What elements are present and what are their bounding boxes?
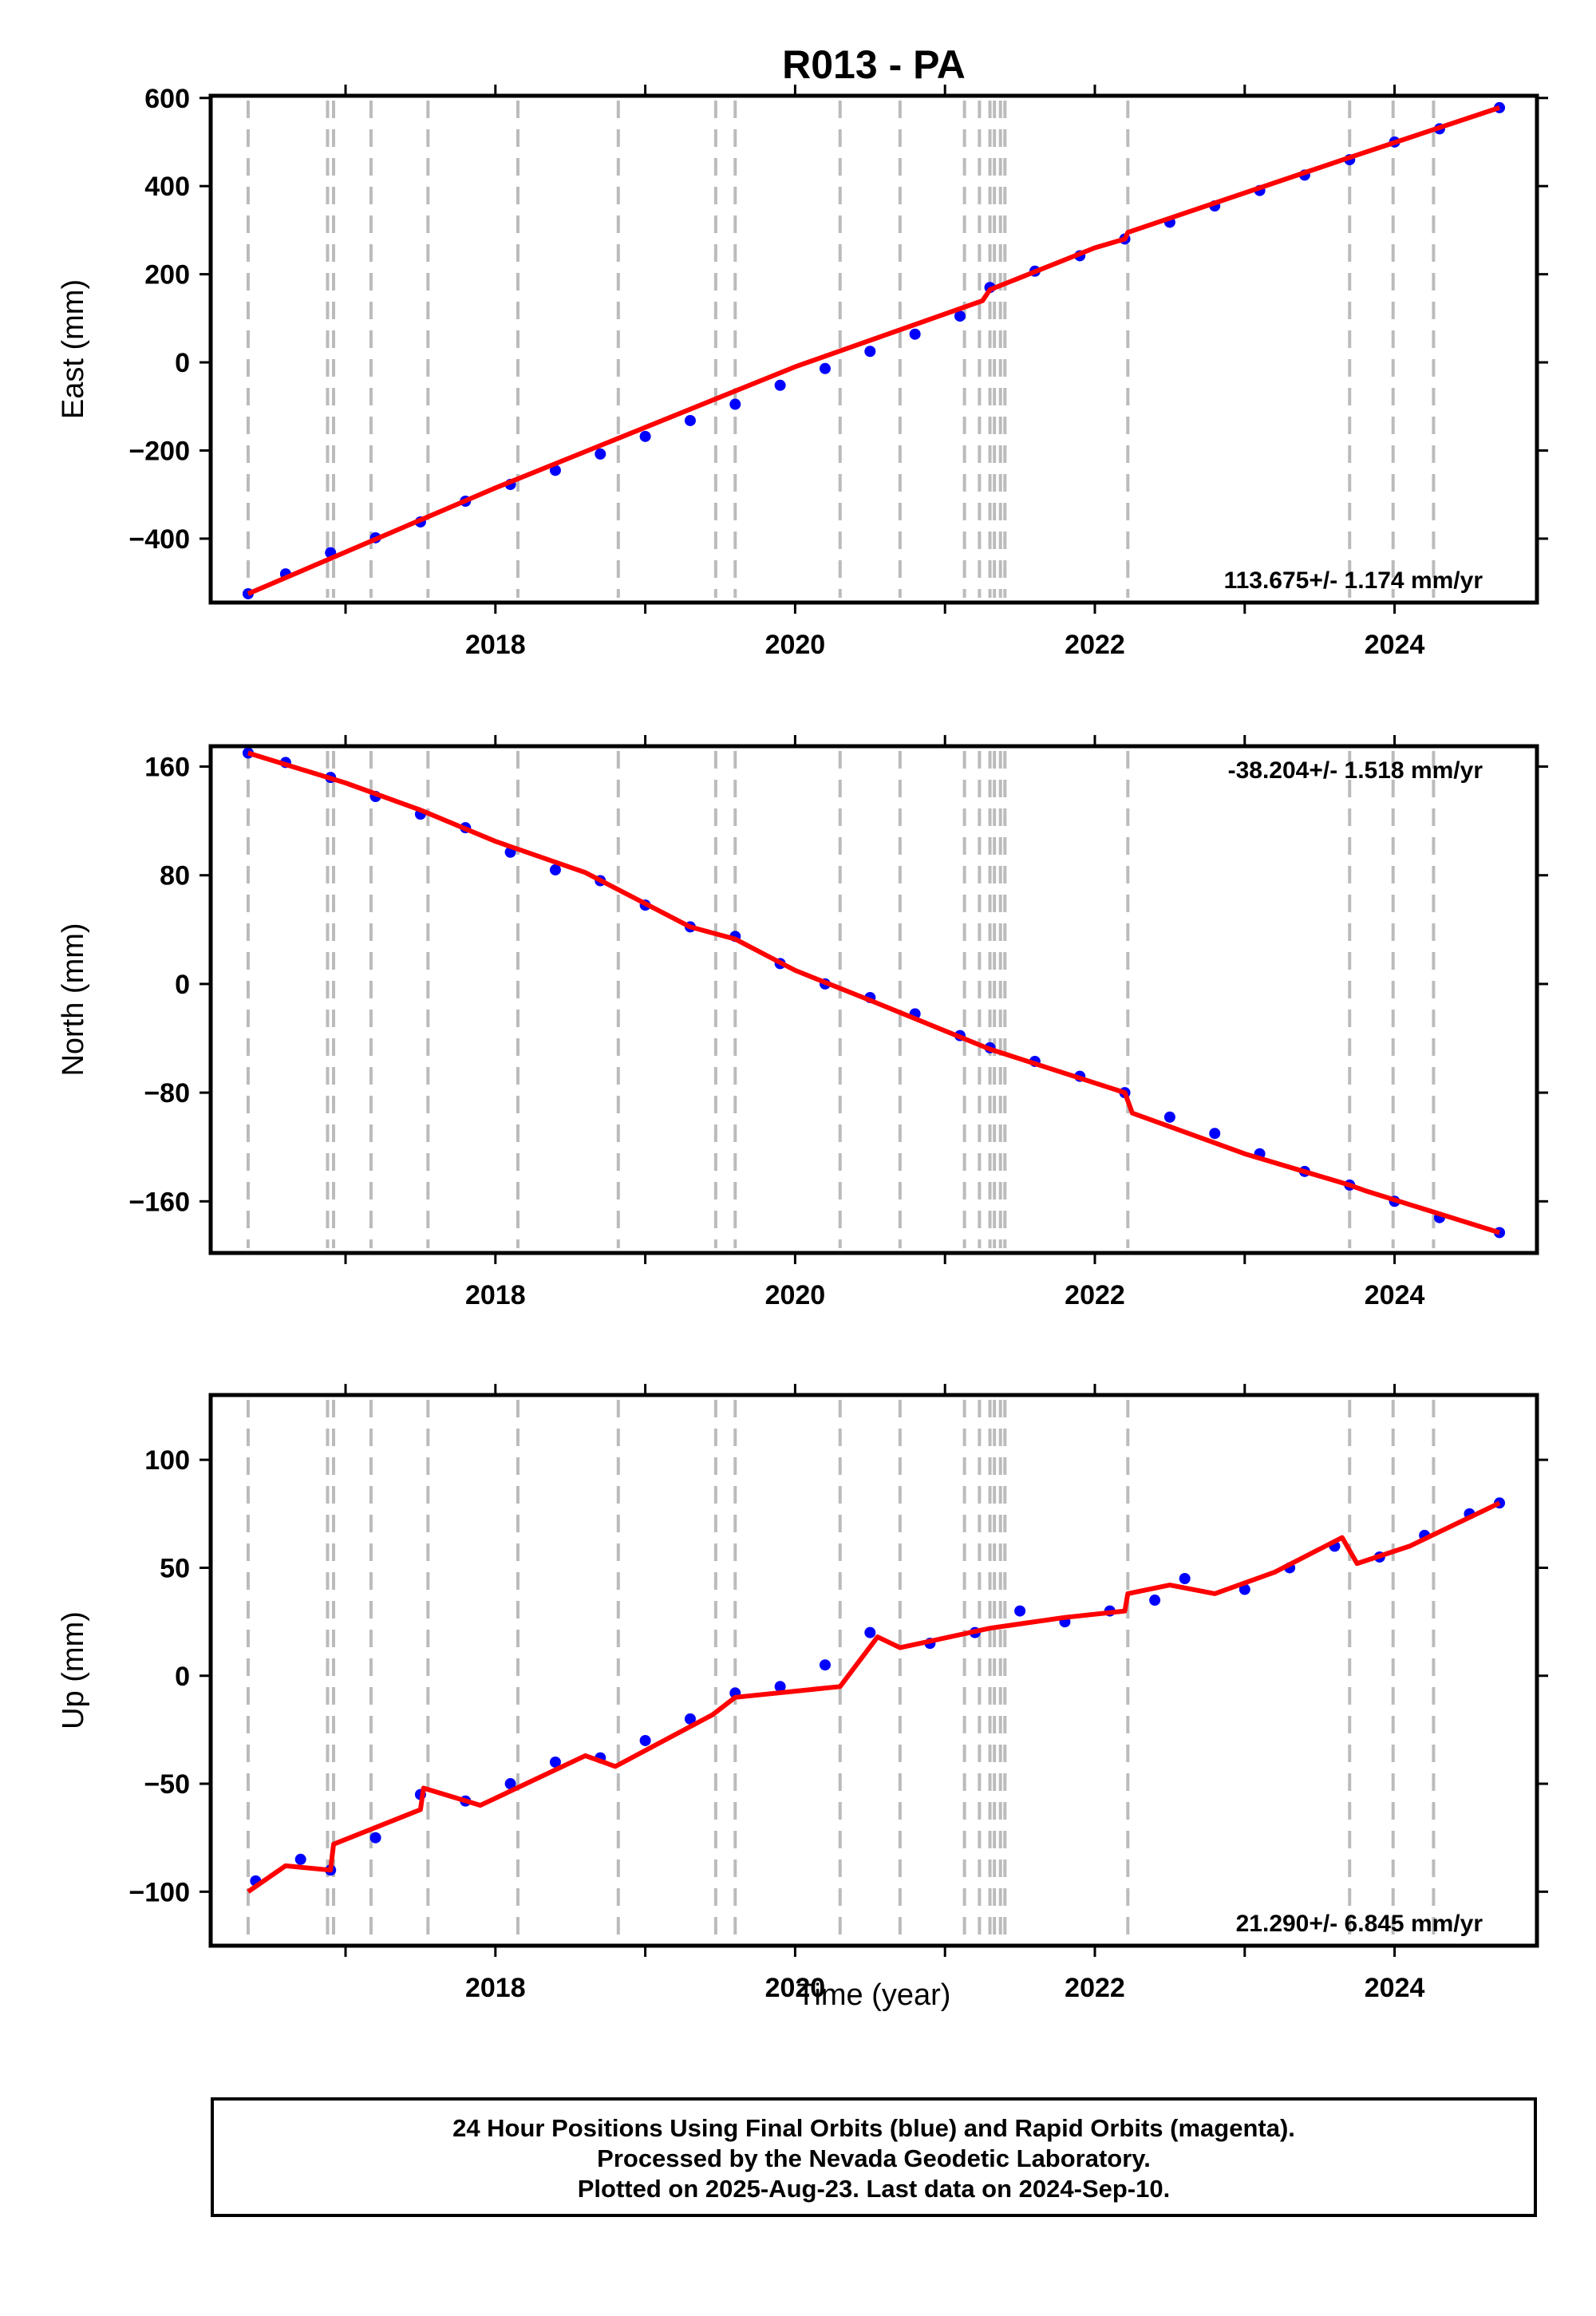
x-axis-label: Time (year) [797, 1978, 951, 2012]
footer-line-1: 24 Hour Positions Using Final Orbits (bl… [452, 2114, 1295, 2142]
east-data-point [864, 346, 876, 358]
east-y-tick-label: 600 [144, 84, 190, 114]
east-data-point [684, 414, 696, 426]
up-data-point [369, 1832, 381, 1844]
north-panel: −160 −80 0 80 160 2018 2020 2022 2024 North (mm) -… [57, 735, 1548, 1310]
east-y-tick-label: 400 [144, 172, 190, 202]
east-data-point [819, 362, 831, 374]
up-data-point [1179, 1573, 1191, 1584]
east-x-tick-label: 2024 [1365, 630, 1425, 660]
east-panel: −400 −200 0 200 400 600 2018 2020 2022 2024 East (… [57, 84, 1548, 660]
north-data-point [1163, 1111, 1175, 1123]
up-plot-frame [208, 1393, 1539, 1948]
up-data-point [819, 1659, 831, 1671]
up-y-tick-label: 0 [175, 1662, 190, 1692]
east-x-tick-label: 2020 [765, 630, 826, 660]
east-data-point [639, 430, 651, 442]
up-y-tick-label: 50 [160, 1553, 190, 1583]
east-x-tick-label: 2018 [465, 630, 526, 660]
east-data-point [729, 398, 741, 410]
north-y-tick-label: −160 [128, 1187, 190, 1217]
east-model-line [247, 105, 1501, 596]
up-x-tick-label: 2018 [465, 1973, 526, 2003]
up-data-point [684, 1713, 696, 1725]
up-model-line [247, 1500, 1501, 1894]
east-data-point [549, 464, 561, 476]
north-y-tick-label: 0 [175, 970, 190, 1000]
east-y-tick-label: −400 [128, 524, 190, 555]
north-y-tick-label: 160 [144, 753, 190, 783]
footer-box: 24 Hour Positions Using Final Orbits (bl… [211, 2097, 1537, 2217]
up-data-point [294, 1853, 306, 1865]
east-data-point [909, 328, 921, 340]
north-y-axis-label: North (mm) [57, 923, 90, 1076]
up-data-point [864, 1626, 876, 1638]
up-data-point [1014, 1605, 1026, 1617]
north-x-tick-label: 2020 [765, 1280, 826, 1310]
east-x-tick-label: 2022 [1065, 630, 1125, 660]
chart-title: R013 - PA [782, 42, 966, 87]
north-y-tick-label: 80 [160, 861, 190, 891]
east-plot-frame [208, 93, 1539, 605]
up-x-tick-label: 2020 [765, 1973, 826, 2003]
up-data-point [1238, 1583, 1250, 1595]
up-data-point [549, 1757, 561, 1768]
up-data-point [1149, 1595, 1161, 1607]
north-x-tick-label: 2024 [1365, 1280, 1425, 1310]
up-data-point [639, 1734, 651, 1746]
north-plot-frame [208, 744, 1539, 1255]
up-panel: −100 −50 0 50 100 2018 2020 2022 2024 Up (mm) 21.2… [57, 1384, 1548, 2003]
up-y-axis-label: Up (mm) [57, 1611, 90, 1729]
east-y-tick-label: −200 [128, 437, 190, 467]
north-data-point [1209, 1128, 1221, 1140]
up-y-tick-label: −50 [144, 1769, 190, 1800]
east-y-tick-label: 200 [144, 260, 190, 290]
north-model-line [247, 750, 1500, 1235]
east-y-tick-label: 0 [175, 348, 190, 378]
north-x-tick-label: 2022 [1065, 1280, 1125, 1310]
east-data-point [595, 448, 606, 460]
east-y-axis-label: East (mm) [57, 279, 90, 419]
north-rate-label: -38.204+/- 1.518 mm/yr [1228, 757, 1483, 784]
east-data-point [774, 379, 786, 391]
footer-line-2: Processed by the Nevada Geodetic Laborat… [597, 2144, 1151, 2172]
up-x-tick-label: 2024 [1365, 1973, 1425, 2003]
up-rate-label: 21.290+/- 6.845 mm/yr [1236, 1911, 1483, 1937]
up-x-tick-label: 2022 [1065, 1973, 1125, 2003]
north-x-tick-label: 2018 [465, 1280, 526, 1310]
footer-line-3: Plotted on 2025-Aug-23. Last data on 202… [577, 2175, 1171, 2203]
east-data-point [954, 310, 966, 322]
up-data-point [774, 1681, 786, 1693]
east-rate-label: 113.675+/- 1.174 mm/yr [1224, 567, 1483, 594]
up-y-tick-label: 100 [144, 1445, 190, 1476]
up-y-tick-label: −100 [128, 1877, 190, 1907]
north-y-tick-label: −80 [144, 1078, 190, 1109]
up-data-point [504, 1778, 516, 1790]
north-data-point [549, 864, 561, 875]
